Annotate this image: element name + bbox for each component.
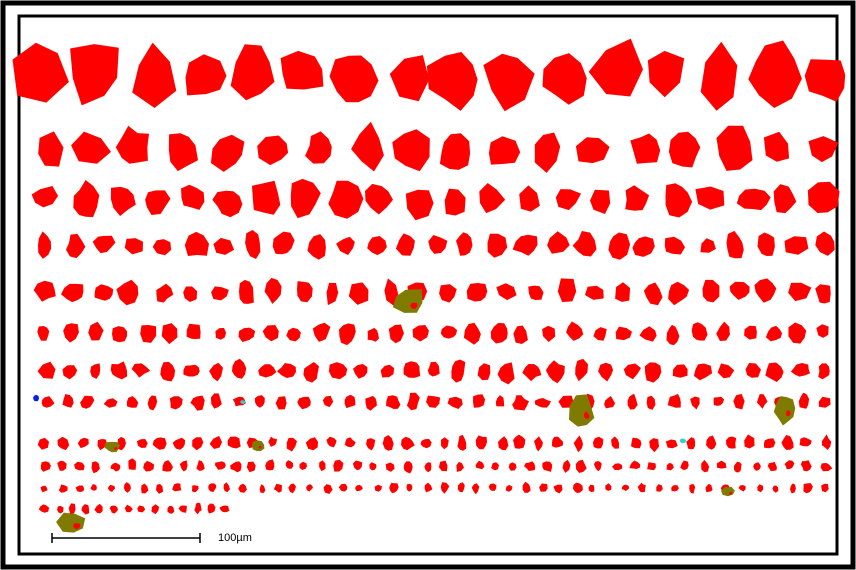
micrograph: 100µm bbox=[0, 0, 856, 570]
particle bbox=[183, 365, 199, 377]
particle bbox=[647, 462, 656, 470]
scale-label: 100µm bbox=[218, 532, 252, 544]
page: {"scale_bar": {"label": "100µm"}} 100µm … bbox=[0, 0, 856, 570]
particle bbox=[187, 324, 201, 339]
particle bbox=[729, 492, 732, 495]
